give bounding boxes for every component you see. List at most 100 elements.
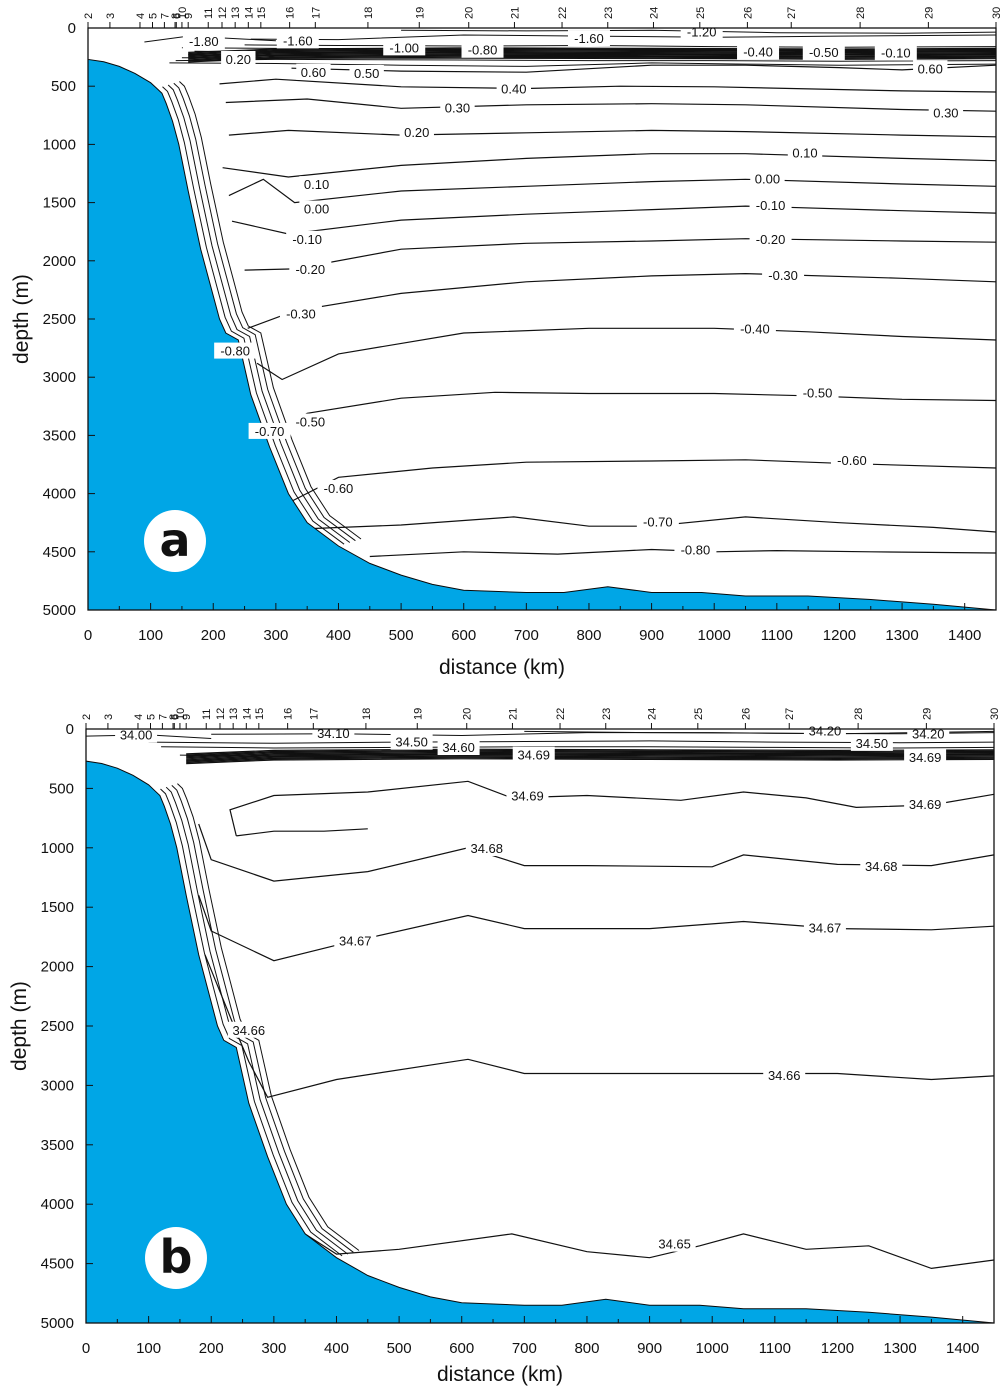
contour-label-bg: [248, 422, 291, 439]
x-tick-label: 1100: [759, 1340, 791, 1357]
x-tick-label: 1300: [885, 627, 918, 644]
station-label: 7: [159, 13, 171, 19]
contour-label-bg: [437, 739, 480, 756]
station-label: 6: [171, 13, 183, 19]
contour-label: 0.10: [304, 177, 329, 192]
contour-label-bg: [289, 413, 332, 430]
contour-label: 0.00: [755, 171, 780, 186]
contour-label: 34.20: [912, 726, 945, 741]
contour-label: 34.50: [395, 735, 428, 750]
y-tick-label: 1000: [41, 840, 74, 857]
slope-contour-line: [167, 84, 351, 543]
surface-band-line: [186, 753, 995, 760]
contour-label-bg: [182, 32, 225, 49]
x-tick-label: 100: [138, 627, 163, 644]
y-tick-label: 2500: [43, 311, 76, 328]
y-tick-label: 5000: [41, 1315, 74, 1332]
x-tick-label: 400: [326, 627, 351, 644]
station-label: 28: [855, 7, 867, 19]
contour-label: -1.80: [189, 34, 219, 49]
contour-line: [236, 828, 368, 837]
contour-label-bg: [904, 796, 947, 813]
surface-band-line: [186, 749, 995, 756]
contour-line: [228, 129, 997, 138]
station-label: 24: [646, 708, 658, 720]
x-tick-label: 500: [387, 1340, 412, 1357]
station-label: 2: [83, 13, 95, 19]
x-tick-label: 700: [514, 627, 539, 644]
contour-label-bg: [750, 170, 785, 187]
station-label: 19: [414, 7, 426, 19]
contour-label-bg: [904, 749, 947, 766]
contour-label: 0.00: [304, 202, 329, 217]
contour-label: 0.30: [933, 106, 958, 121]
contour-label: -1.60: [574, 31, 604, 46]
contour-label: 0.20: [404, 125, 429, 140]
contour-label: 34.66: [768, 1068, 801, 1083]
panel-letter-badge: [144, 510, 206, 572]
contour-label-bg: [749, 230, 792, 247]
station-label: 28: [853, 708, 865, 720]
contour-label: 34.67: [339, 934, 372, 949]
station-label: 20: [464, 7, 476, 19]
contour-label-bg: [383, 39, 426, 56]
contour-label-bg: [317, 479, 360, 496]
contour-label-bg: [279, 305, 322, 322]
surface-band-line: [188, 54, 997, 61]
surface-band-line: [186, 758, 995, 765]
contour-label: -1.00: [389, 40, 419, 55]
contour-line: [219, 78, 997, 93]
contour-line: [244, 238, 997, 271]
contour-label-bg: [636, 513, 679, 530]
station-label: 14: [243, 7, 255, 19]
surface-contour-line: [250, 34, 997, 41]
station-label: 12: [217, 7, 229, 19]
x-tick-label: 1300: [883, 1340, 916, 1357]
contour-label-bg: [512, 746, 555, 763]
contour-line: [256, 327, 997, 381]
contour-label: -0.40: [740, 321, 770, 336]
y-tick-label: 3500: [41, 1137, 74, 1154]
contour-label-bg: [796, 384, 839, 401]
y-tick-label: 2000: [43, 253, 76, 270]
panel-b: 34.00 34.10 34.20 34.20 34.50 34.50 34.60 34.69…: [8, 708, 1001, 1386]
contour-label: -0.70: [643, 515, 673, 530]
contour-label: 34.69: [511, 789, 544, 804]
station-label: 9: [183, 13, 195, 19]
x-tick-label: 300: [261, 1340, 286, 1357]
contour-label: 34.10: [317, 726, 350, 741]
y-tick-label: 1500: [41, 899, 74, 916]
station-label: 23: [601, 708, 613, 720]
y-tick-label: 500: [49, 780, 74, 797]
station-label: 10: [175, 708, 187, 720]
contour-label: 34.68: [865, 859, 898, 874]
contour-label-bg: [286, 230, 329, 247]
contour-line: [198, 823, 995, 882]
station-label: 2: [81, 714, 93, 720]
station-label: 20: [462, 708, 474, 720]
contour-label: -1.60: [283, 33, 313, 48]
x-tick-label: 800: [576, 627, 601, 644]
station-label: 25: [693, 708, 705, 720]
contour-label-bg: [440, 99, 475, 116]
y-tick-label: 3500: [43, 427, 76, 444]
contour-label-bg: [465, 839, 508, 856]
contour-label-bg: [221, 51, 256, 68]
station-label: 13: [228, 708, 240, 720]
station-label: 24: [648, 7, 660, 19]
contour-label-bg: [276, 32, 319, 49]
surface-contour-line: [169, 62, 997, 67]
y-tick-label: 1000: [43, 136, 76, 153]
station-label: 22: [557, 7, 569, 19]
station-label: 17: [310, 7, 322, 19]
contour-label: -0.20: [756, 232, 786, 247]
x-tick-label: 800: [574, 1340, 599, 1357]
x-tick-label: 500: [389, 627, 414, 644]
y-tick-label: 500: [51, 78, 76, 95]
station-label: 18: [363, 7, 375, 19]
station-label: 19: [412, 708, 424, 720]
x-tick-label: 400: [324, 1340, 349, 1357]
station-label: 11: [201, 709, 213, 720]
contour-label: 34.67: [809, 921, 842, 936]
x-tick-label: 200: [201, 627, 226, 644]
